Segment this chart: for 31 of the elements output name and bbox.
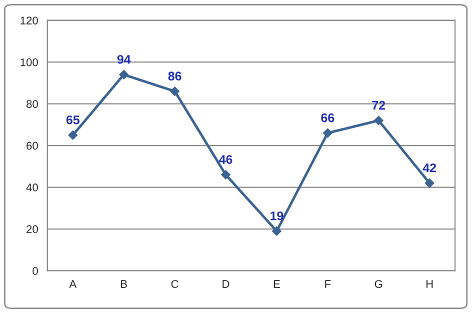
point (374, 116, 384, 126)
point (170, 86, 180, 96)
data-label: 19 (270, 211, 284, 220)
x-tick-label: C (171, 280, 178, 288)
data-label: 66 (321, 113, 334, 122)
y-tick-label: 40 (26, 184, 38, 192)
y-tick-label: 0 (32, 267, 38, 275)
data-label: 46 (218, 155, 232, 164)
data-label: 42 (422, 163, 436, 172)
x-tick-label: D (222, 280, 230, 288)
point (272, 226, 282, 236)
y-tick-label: 80 (26, 100, 38, 108)
x-tick-label: H (426, 280, 433, 288)
data-label: 65 (66, 115, 80, 124)
data-label: 72 (372, 100, 386, 110)
x-tick-label: A (69, 280, 77, 288)
point (424, 178, 434, 188)
x-tick-label: E (274, 280, 280, 288)
point (119, 70, 128, 80)
point (221, 170, 230, 180)
point (68, 130, 78, 140)
y-tick-label: 120 (20, 16, 38, 24)
y-tick-label: 20 (26, 225, 38, 234)
x-tick-label: F (325, 280, 331, 288)
x-tick-label: G (374, 280, 382, 288)
x-tick-label: B (121, 280, 127, 288)
data-label: 86 (168, 72, 182, 80)
y-tick-label: 60 (26, 142, 38, 150)
data-label: 94 (117, 54, 131, 64)
point (323, 128, 332, 138)
y-tick-label: 100 (20, 58, 38, 66)
